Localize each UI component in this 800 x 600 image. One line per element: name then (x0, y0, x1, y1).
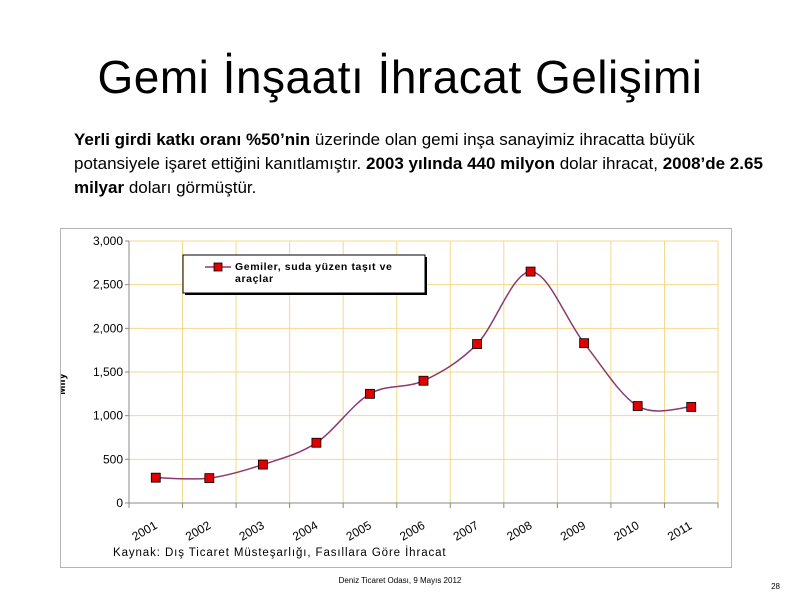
y-tick-label: 0 (116, 496, 123, 510)
data-point (579, 338, 590, 349)
x-tick-label: 2003 (237, 518, 267, 544)
data-point (311, 437, 322, 448)
x-tick-label: 2001 (130, 518, 160, 544)
x-tick-label: 2005 (344, 518, 374, 544)
data-point (472, 339, 482, 349)
source-note: Kaynak: Dış Ticaret Müsteşarlığı, Fasıll… (113, 546, 447, 559)
x-tick-label: 2010 (611, 518, 641, 544)
intro-bold-3: 2003 yılında 440 milyon (365, 154, 555, 173)
legend-marker (213, 262, 223, 272)
y-tick-label: 3,000 (93, 234, 123, 248)
y-tick-label: 1,000 (93, 409, 123, 423)
x-tick-label: 2008 (504, 518, 534, 544)
legend-entry: araçlar (235, 273, 274, 285)
export-line-chart: 0 500 1,000 1,500 2,000 2,500 3,000 2001 2002 200… (61, 234, 719, 559)
y-tick-label: 2,500 (93, 278, 123, 292)
data-point (632, 401, 643, 411)
x-tick-label: 2009 (558, 518, 588, 544)
intro-bold-5: 2008’de 2.65 milyar (74, 154, 763, 197)
data-point (686, 402, 697, 412)
data-point (525, 266, 536, 277)
intro-text-2: üzerinde olan gemi inşa sanayimiz ihraca… (74, 130, 695, 173)
data-point (257, 459, 268, 470)
intro-bold-1: Yerli girdi katkı oranı %50’nin (74, 130, 311, 149)
x-tick-label: 2004 (290, 518, 320, 544)
data-point (150, 472, 161, 483)
x-tick-label: 2002 (183, 518, 213, 544)
y-tick-label: 500 (103, 452, 123, 466)
y-tick-label: 2,000 (93, 321, 123, 335)
legend-entry: Gemiler, suda yüzen taşıt ve (235, 261, 392, 273)
x-tick-label: 2006 (397, 518, 427, 544)
intro-text-4: dolar ihracat, (554, 154, 663, 173)
series-line (155, 270, 692, 480)
intro-text-6: doları görmüştür. (124, 178, 257, 197)
slide-title: Gemi İnşaatı İhracat Gelişimi (97, 51, 703, 103)
y-tick-label: 1,500 (93, 365, 123, 379)
chart-container: 0 500 1,000 1,500 2,000 2,500 3,000 2001 2002 200… (60, 228, 732, 568)
data-point (204, 473, 215, 484)
data-point (365, 388, 375, 399)
intro-paragraph: Yerli girdi katkı oranı %50’nin üzerinde… (74, 128, 764, 200)
footer-text: Deniz Ticaret Odası, 9 Mayıs 2012 (338, 576, 462, 585)
page-number: 28 (771, 582, 780, 591)
y-axis-label: Mily (61, 372, 68, 394)
data-point (418, 375, 429, 386)
x-tick-label: 2007 (451, 518, 481, 544)
legend-box (182, 254, 426, 294)
x-tick-label: 2011 (665, 518, 695, 543)
